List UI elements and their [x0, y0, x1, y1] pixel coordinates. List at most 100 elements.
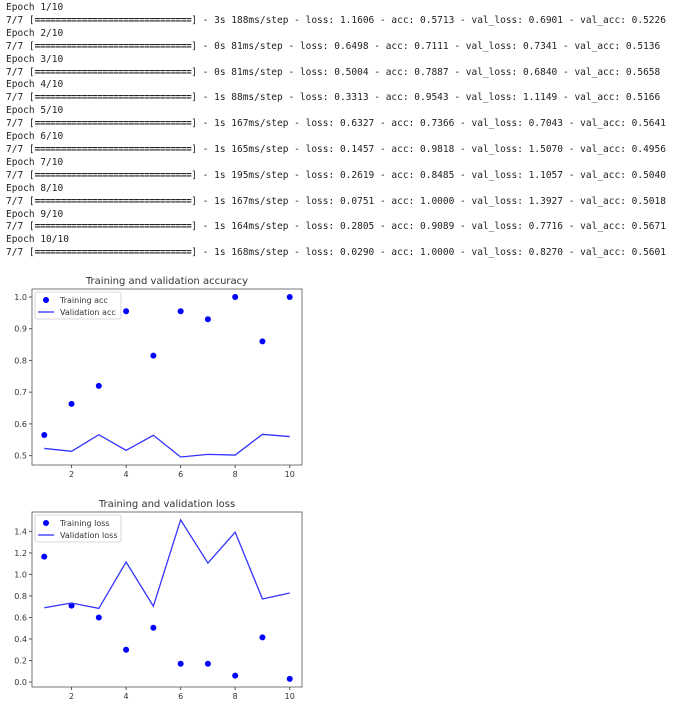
y-tick-label: 1.0: [14, 293, 27, 302]
progress-bar: ==============================: [34, 14, 192, 26]
epoch-progress-line: 7/7 [==============================] - 1…: [6, 247, 666, 259]
epoch-metrics: - 1s 195ms/step - loss: 0.2619 - acc: 0.…: [202, 169, 666, 181]
y-tick-label: 0.2: [14, 657, 27, 666]
step-count: 7/7: [6, 92, 24, 104]
epoch-metrics: - 3s 188ms/step - loss: 1.1606 - acc: 0.…: [202, 14, 666, 26]
legend-label: Validation loss: [60, 531, 118, 540]
training-point: [259, 634, 266, 641]
accuracy-chart: Training and validation accuracy 2 4 6 8 10 0.…: [14, 276, 303, 479]
x-tick-label: 2: [69, 470, 74, 479]
legend-dot-marker: [43, 520, 49, 526]
epoch-header: Epoch 7/10: [6, 156, 64, 168]
y-tick-label: 0.8: [14, 356, 27, 365]
progress-bar: ==============================: [34, 66, 192, 78]
training-point: [41, 431, 48, 438]
x-tick-label: 4: [124, 470, 129, 479]
epoch-progress-line: 7/7 [==============================] - 3…: [6, 14, 666, 26]
y-tick-label: 0.4: [14, 635, 27, 644]
epoch-header: Epoch 1/10: [6, 2, 64, 13]
y-tick-label: 0.6: [14, 420, 27, 429]
epoch-metrics: - 0s 81ms/step - loss: 0.6498 - acc: 0.7…: [202, 40, 661, 52]
epoch-metrics: - 0s 81ms/step - loss: 0.5004 - acc: 0.7…: [202, 66, 661, 78]
training-point: [259, 338, 266, 345]
progress-bar: ==============================: [34, 92, 192, 104]
training-point: [204, 316, 211, 323]
training-point: [95, 382, 102, 389]
epoch-metrics: - 1s 88ms/step - loss: 0.3313 - acc: 0.9…: [202, 92, 661, 104]
epoch-progress-line: 7/7 [==============================] - 0…: [6, 40, 661, 52]
progress-bar: ==============================: [34, 143, 192, 155]
training-point: [286, 675, 293, 682]
validation-line: [44, 433, 290, 458]
epoch-progress-line: 7/7 [==============================] - 1…: [6, 92, 661, 104]
legend-box: [34, 514, 122, 543]
epoch-metrics: - 1s 165ms/step - loss: 0.1457 - acc: 0.…: [202, 143, 666, 155]
epoch-header: Epoch 5/10: [6, 105, 64, 117]
epoch-header: Epoch 8/10: [6, 182, 64, 194]
training-point: [150, 624, 157, 631]
epoch-metrics: - 1s 167ms/step - loss: 0.6327 - acc: 0.…: [202, 118, 666, 130]
x-tick-label: 6: [178, 470, 183, 479]
epoch-header: Epoch 10/10: [6, 234, 69, 246]
legend-box: [34, 291, 122, 320]
training-point: [177, 308, 184, 315]
epoch-metrics: - 1s 164ms/step - loss: 0.2805 - acc: 0.…: [202, 221, 666, 233]
epoch-progress-line: 7/7 [==============================] - 1…: [6, 169, 666, 181]
training-point: [123, 308, 130, 315]
epoch-progress-line: 7/7 [==============================] - 1…: [6, 195, 666, 207]
loss-chart: Training and validation loss 2 4 6 8 10 0.0 0.2…: [14, 499, 303, 701]
legend-label: Training loss: [59, 519, 110, 528]
chart-title: Training and validation loss: [98, 499, 235, 510]
step-count: 7/7: [6, 195, 24, 207]
legend-label: Validation acc: [60, 308, 116, 317]
x-tick-label: 8: [233, 692, 238, 701]
training-point: [150, 352, 157, 359]
epoch-header: Epoch 6/10: [6, 131, 64, 143]
epoch-header: Epoch 3/10: [6, 53, 64, 65]
x-tick-label: 4: [124, 692, 129, 701]
epoch-header: Epoch 9/10: [6, 208, 64, 220]
epoch-progress-line: 7/7 [==============================] - 1…: [6, 221, 666, 233]
step-count: 7/7: [6, 40, 24, 52]
step-count: 7/7: [6, 169, 24, 181]
step-count: 7/7: [6, 118, 24, 130]
x-tick-label: 8: [233, 470, 238, 479]
epoch-progress-line: 7/7 [==============================] - 1…: [6, 118, 666, 130]
epoch-header: Epoch 4/10: [6, 79, 64, 91]
training-point: [68, 602, 75, 609]
training-point: [177, 660, 184, 667]
y-tick-label: 1.0: [14, 570, 27, 579]
y-tick-label: 0.8: [14, 592, 27, 601]
training-point: [204, 660, 211, 667]
progress-bar: ==============================: [34, 247, 192, 259]
training-point: [68, 400, 75, 407]
training-point: [41, 553, 48, 560]
epoch-progress-line: 7/7 [==============================] - 0…: [6, 66, 661, 78]
legend-dot-marker: [43, 297, 49, 303]
training-point: [232, 672, 239, 679]
plot-frame: [31, 288, 303, 466]
x-tick-label: 10: [285, 692, 295, 701]
y-tick-label: 0.7: [14, 388, 27, 397]
epoch-metrics: - 1s 168ms/step - loss: 0.0290 - acc: 1.…: [202, 247, 666, 259]
progress-bar: ==============================: [34, 195, 192, 207]
training-point: [95, 614, 102, 621]
training-point: [232, 293, 239, 300]
epoch-header: Epoch 2/10: [6, 27, 64, 39]
step-count: 7/7: [6, 14, 24, 26]
y-tick-label: 0.6: [14, 613, 27, 622]
progress-bar: ==============================: [34, 169, 192, 181]
y-tick-label: 1.4: [14, 527, 27, 536]
progress-bar: ==============================: [34, 221, 192, 233]
progress-bar: ==============================: [34, 40, 192, 52]
validation-line: [44, 518, 290, 610]
x-tick-label: 6: [178, 692, 183, 701]
y-tick-label: 0.9: [14, 325, 27, 334]
training-log: Epoch 1/10 7/7 [=========================…: [6, 2, 666, 260]
legend-label: Training acc: [59, 296, 108, 305]
y-tick-label: 1.2: [14, 549, 27, 558]
y-tick-label: 0.0: [14, 678, 27, 687]
step-count: 7/7: [6, 66, 24, 78]
chart-title: Training and validation accuracy: [85, 276, 248, 287]
epoch-progress-line: 7/7 [==============================] - 1…: [6, 143, 666, 155]
